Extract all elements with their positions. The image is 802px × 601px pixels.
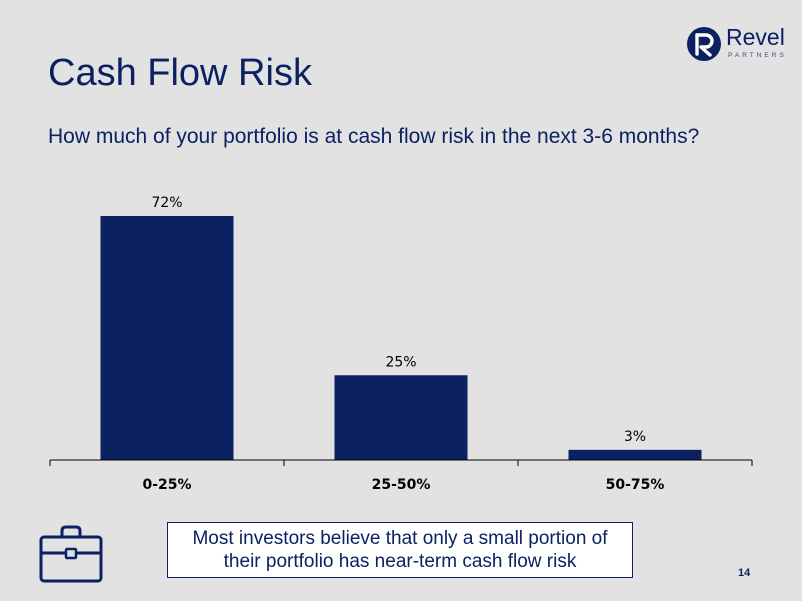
logo-tagline: PARTNERS xyxy=(728,52,787,59)
x-tick-label-25-50%: 25-50% xyxy=(372,477,431,493)
slide-title: Cash Flow Risk xyxy=(48,52,312,94)
revel-r-logo-icon xyxy=(687,27,721,61)
callout-text-line-2: their portfolio has near-term cash flow … xyxy=(223,551,577,572)
bar-25-50% xyxy=(334,375,468,460)
revel-partners-logo: Revel PARTNERS xyxy=(686,24,786,64)
page-number: 14 xyxy=(738,567,751,579)
data-label-25-50%: 25% xyxy=(385,354,416,370)
key-insight-callout: Most investors believe that only a small… xyxy=(167,522,633,578)
slide-subtitle: How much of your portfolio is at cash fl… xyxy=(48,125,700,148)
bar-chart: 72% 0-25% 25% 25-50% 3% 50-75% xyxy=(49,195,753,493)
callout-text-line-1: Most investors believe that only a small… xyxy=(192,528,608,549)
logo-wordmark: Revel xyxy=(726,24,785,50)
bar-50-75% xyxy=(568,449,702,460)
bar-0-25% xyxy=(100,216,234,460)
data-label-0-25%: 72% xyxy=(151,195,182,211)
data-label-50-75%: 3% xyxy=(624,429,646,445)
x-tick-label-0-25%: 0-25% xyxy=(142,477,191,493)
x-tick-label-50-75%: 50-75% xyxy=(606,477,665,493)
briefcase-icon xyxy=(39,525,103,583)
